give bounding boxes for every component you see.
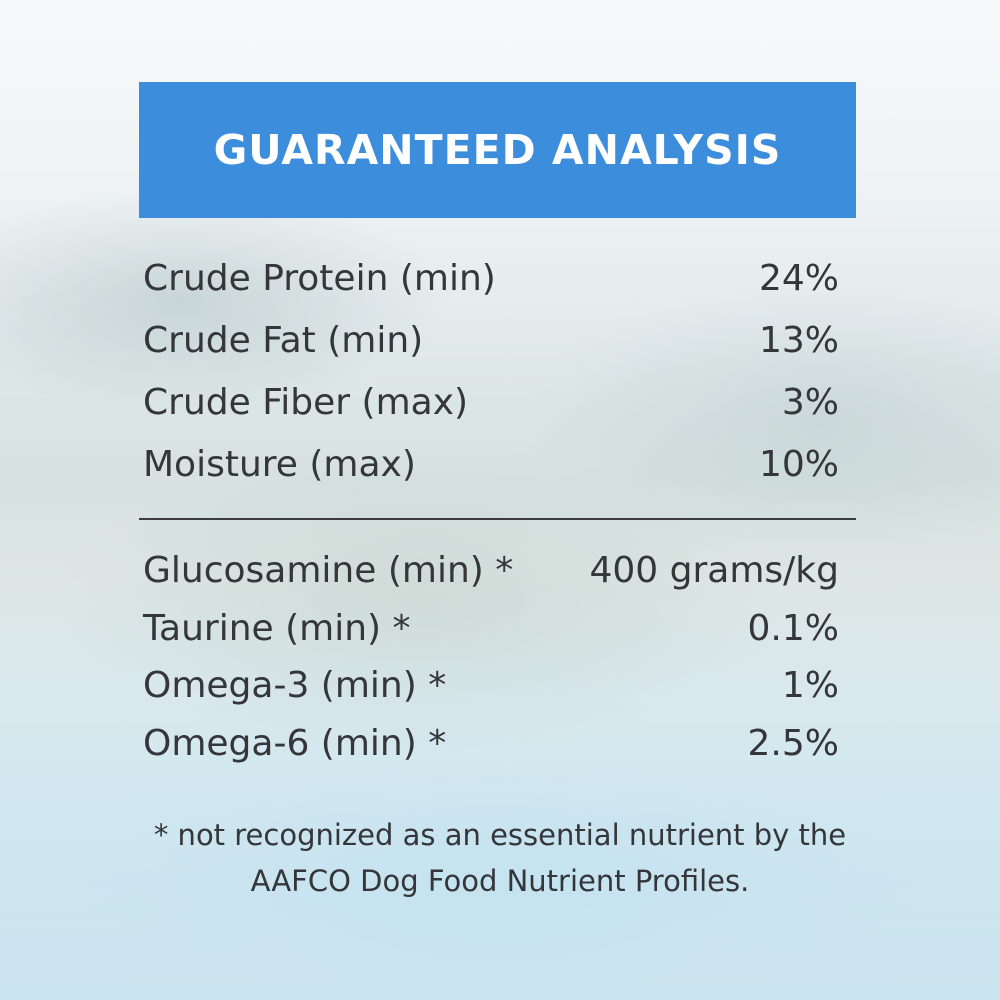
supplement-value: 2.5% [747, 722, 839, 764]
supplement-row: Taurine (min) * 0.1% [143, 600, 839, 658]
supplement-list: Glucosamine (min) * 400 grams/kg Taurine… [143, 542, 839, 772]
analysis-row: Crude Protein (min) 24% [143, 248, 839, 310]
analysis-row: Crude Fiber (max) 3% [143, 372, 839, 434]
supplement-label: Omega-6 (min) * [143, 722, 447, 764]
supplement-row: Glucosamine (min) * 400 grams/kg [143, 542, 839, 600]
page-title: GUARANTEED ANALYSIS [213, 126, 782, 174]
analysis-row: Moisture (max) 10% [143, 434, 839, 496]
analysis-label: Crude Fiber (max) [143, 382, 469, 423]
supplement-label: Glucosamine (min) * [143, 550, 514, 591]
analysis-value: 24% [758, 258, 839, 299]
footnote-line-1: * not recognized as an essential nutrien… [153, 818, 847, 852]
supplement-value: 1% [781, 665, 839, 706]
supplement-label: Omega-3 (min) * [143, 665, 447, 706]
analysis-row: Crude Fat (min) 13% [143, 310, 839, 372]
supplement-value: 400 grams/kg [589, 550, 839, 591]
supplement-label: Taurine (min) * [143, 607, 411, 649]
footnote-line-2: AAFCO Dog Food Nutrient Profiles. [250, 864, 750, 898]
analysis-label: Crude Protein (min) [143, 258, 496, 299]
analysis-value: 3% [781, 382, 839, 423]
header-banner: GUARANTEED ANALYSIS [139, 82, 856, 218]
section-divider [139, 518, 856, 520]
analysis-list: Crude Protein (min) 24% Crude Fat (min) … [143, 248, 839, 496]
analysis-label: Crude Fat (min) [143, 320, 424, 361]
analysis-value: 13% [758, 320, 839, 361]
analysis-value: 10% [758, 444, 839, 485]
analysis-label: Moisture (max) [143, 444, 416, 485]
footnote: * not recognized as an essential nutrien… [100, 812, 900, 904]
supplement-value: 0.1% [747, 607, 839, 649]
supplement-row: Omega-3 (min) * 1% [143, 657, 839, 715]
supplement-row: Omega-6 (min) * 2.5% [143, 715, 839, 773]
